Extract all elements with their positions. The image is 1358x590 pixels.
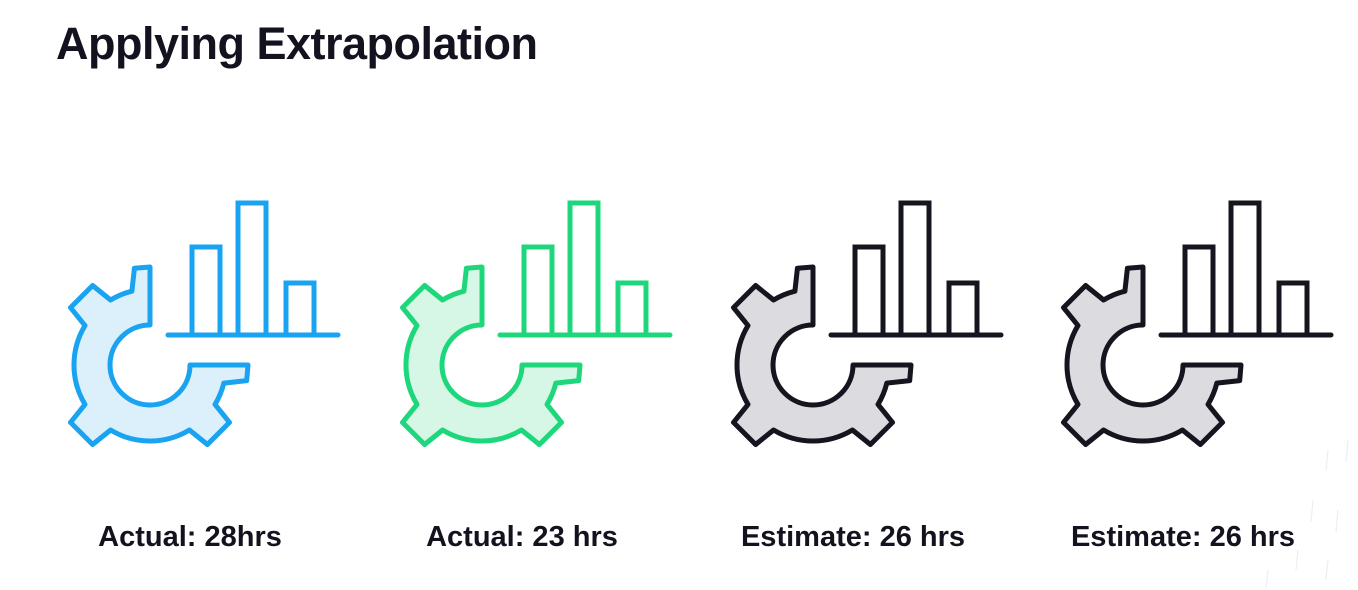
bar-icon: [1182, 244, 1216, 338]
bar-icon: [283, 280, 317, 338]
bar-icon: [521, 244, 555, 338]
page-title: Applying Extrapolation: [56, 18, 538, 69]
card-label: Estimate: 26 hrs: [1070, 521, 1296, 553]
gear-icon: [731, 264, 914, 447]
bar-icon: [1228, 200, 1262, 338]
card-actual-1: Actual: 28hrs: [40, 195, 341, 565]
card-actual-2: Actual: 23 hrs: [372, 195, 673, 565]
background-decoration: [1265, 439, 1349, 589]
bar-icon: [235, 200, 269, 338]
bar-icon: [189, 244, 223, 338]
bar-chart-icon: [1158, 200, 1334, 338]
card-label: Estimate: 26 hrs: [740, 521, 966, 553]
card-estimate-1: Estimate: 26 hrs: [703, 195, 1004, 565]
gear-with-bar-chart-icon: [731, 200, 1004, 447]
bar-icon: [615, 280, 649, 338]
gear-with-bar-chart-icon: [400, 200, 673, 447]
bar-chart-icon: [497, 200, 673, 338]
bar-icon: [898, 200, 932, 338]
card-label: Actual: 28hrs: [98, 521, 282, 553]
bar-icon: [946, 280, 980, 338]
gear-icon: [68, 264, 251, 447]
bar-chart-icon: [828, 200, 1004, 338]
bar-chart-icon: [165, 200, 341, 338]
card-estimate-2: Estimate: 26 hrs: [1033, 195, 1334, 565]
bar-icon: [567, 200, 601, 338]
gear-icon: [400, 264, 583, 447]
bar-icon: [1276, 280, 1310, 338]
card-label: Actual: 23 hrs: [426, 521, 618, 553]
gear-with-bar-chart-icon: [1061, 200, 1334, 447]
gear-with-bar-chart-icon: [68, 200, 341, 447]
gear-icon: [1061, 264, 1244, 447]
bar-icon: [852, 244, 886, 338]
